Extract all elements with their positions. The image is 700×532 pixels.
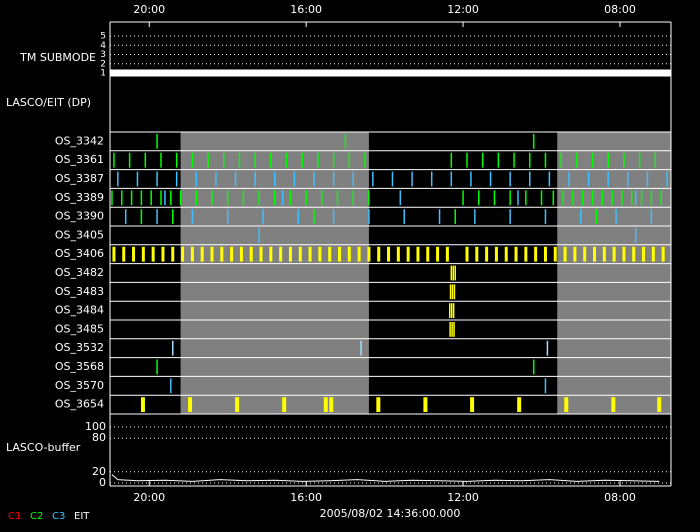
row-label: OS_3405: [55, 228, 104, 241]
x-tick-label: 16:00: [290, 3, 322, 16]
y-tick-label: 80: [92, 431, 106, 444]
row-label: OS_3482: [55, 266, 104, 279]
row-label: OS_3483: [55, 285, 104, 298]
y-tick-label: 1: [100, 69, 106, 79]
legend-entry: C3: [52, 511, 65, 522]
x-tick-label: 20:00: [133, 491, 165, 504]
row-label: OS_3570: [55, 379, 104, 392]
y-tick-label: 3: [100, 50, 106, 60]
row-label: OS_3484: [55, 304, 104, 317]
y-tick-label: 4: [100, 41, 106, 51]
y-tick-label: 20: [92, 465, 106, 478]
legend-entry: C2: [30, 511, 43, 522]
y-tick-label: 100: [85, 420, 106, 433]
row-label: OS_3568: [55, 360, 104, 373]
row-label: OS_3406: [55, 247, 104, 260]
legend-entry: C1: [8, 511, 21, 522]
x-tick-label: 12:00: [447, 3, 479, 16]
row-label: OS_3342: [55, 134, 104, 147]
row-label: OS_3387: [55, 172, 104, 185]
x-tick-label: 12:00: [447, 491, 479, 504]
legend-entry: EIT: [74, 511, 90, 522]
timestamp: 2005/08/02 14:36:00.000: [320, 507, 461, 520]
row-label: OS_3390: [55, 210, 104, 223]
y-tick-label: 0: [99, 476, 106, 489]
x-tick-label: 16:00: [290, 491, 322, 504]
x-tick-label: 08:00: [604, 3, 636, 16]
y-tick-label: 2: [100, 59, 106, 69]
shaded-region: [557, 132, 671, 414]
tm-submode-label: TM SUBMODE: [19, 51, 96, 64]
row-label: OS_3654: [55, 398, 104, 411]
y-tick-label: 5: [100, 32, 106, 42]
row-label: OS_3389: [55, 191, 104, 204]
buffer-label: LASCO-buffer: [6, 441, 81, 454]
row-label: OS_3361: [55, 153, 104, 166]
row-label: OS_3532: [55, 341, 104, 354]
row-label: OS_3485: [55, 322, 104, 335]
buffer-line: [111, 474, 660, 482]
lasco-eit-label: LASCO/EIT (DP): [6, 96, 91, 109]
x-tick-label: 08:00: [604, 491, 636, 504]
x-tick-label: 20:00: [133, 3, 165, 16]
